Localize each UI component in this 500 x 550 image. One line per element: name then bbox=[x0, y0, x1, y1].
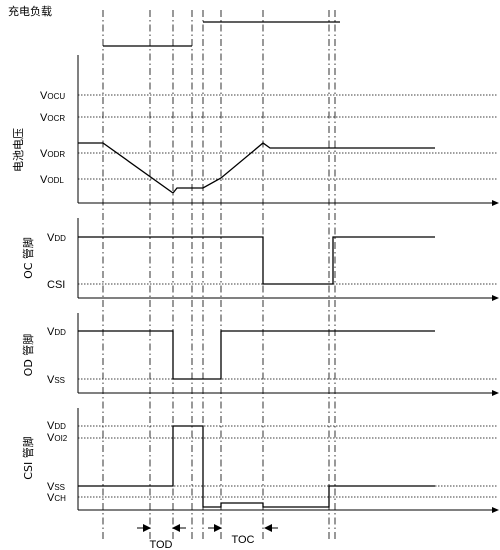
csi-x-arrow bbox=[492, 507, 499, 513]
csi-axis-label: CSI 管脚 bbox=[21, 436, 35, 479]
csi-voi2-label: VOI2 bbox=[47, 432, 68, 444]
oc-pin-panel: VDD CSI OC 管脚 bbox=[21, 218, 499, 301]
od-x-arrow bbox=[492, 390, 499, 396]
time-markers bbox=[102, 10, 336, 540]
battery-voltage-panel: VOCU VOCR VODR VODL 电池电压 bbox=[12, 55, 499, 206]
od-vdd-label: VDD bbox=[47, 326, 66, 338]
od-axis-label: OD 管脚 bbox=[21, 334, 35, 377]
battery-voltage-waveform bbox=[78, 142, 435, 194]
vodr-label: VODR bbox=[40, 148, 65, 160]
csi-vdd-label: VDD bbox=[47, 420, 66, 432]
od-vss-label: VSS bbox=[47, 374, 65, 386]
oc-vdd-label: VDD bbox=[47, 232, 66, 244]
tod-timing-marker: TOD bbox=[137, 524, 186, 550]
csi-vss-label: VSS bbox=[47, 481, 65, 493]
charge-load-label: 充电负载 bbox=[8, 4, 52, 18]
oc-csi-label: CSI bbox=[47, 279, 65, 291]
vocu-label: VOCU bbox=[40, 90, 65, 102]
toc-timing-marker: TOC bbox=[208, 524, 278, 546]
tod-label: TOD bbox=[149, 539, 172, 550]
toc-label: TOC bbox=[231, 534, 254, 546]
csi-vch-label: VCH bbox=[47, 492, 66, 504]
od-pin-waveform bbox=[78, 330, 435, 380]
csi-pin-panel: VDD VOI2 VSS VCH CSI 管脚 bbox=[21, 408, 499, 513]
battery-x-arrow bbox=[492, 200, 499, 206]
csi-pin-waveform bbox=[78, 425, 435, 508]
vocr-label: VOCR bbox=[40, 112, 65, 124]
oc-x-arrow bbox=[492, 295, 499, 301]
battery-axis-label: 电池电压 bbox=[12, 128, 25, 172]
vodl-label: VODL bbox=[40, 174, 64, 186]
oc-axis-label: OC 管脚 bbox=[21, 237, 35, 279]
oc-pin-waveform bbox=[78, 236, 435, 285]
od-pin-panel: VDD VSS OD 管脚 bbox=[21, 313, 499, 396]
